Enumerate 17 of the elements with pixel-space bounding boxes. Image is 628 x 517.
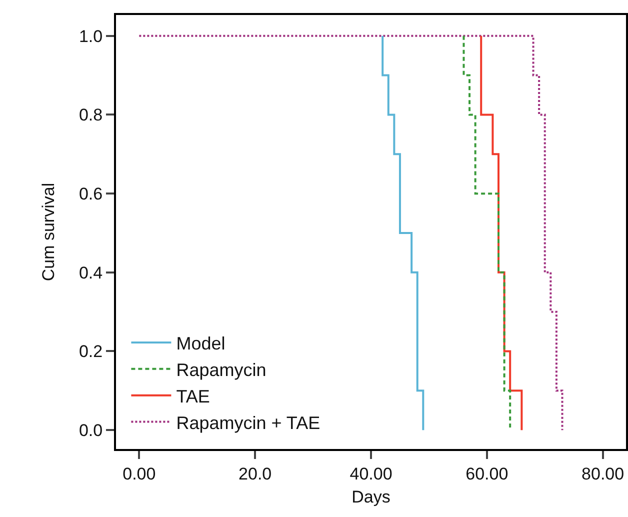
x-tick-label: 40.00	[350, 464, 392, 484]
legend-label: Rapamycin	[176, 360, 266, 380]
x-axis-title: Days	[352, 487, 390, 506]
legend-label: Rapamycin + TAE	[176, 412, 320, 433]
x-tick-label: 80.00	[582, 464, 624, 484]
x-tick-label: 60.00	[466, 464, 508, 484]
legend-label: TAE	[176, 386, 210, 406]
y-tick-label: 0.8	[78, 106, 103, 125]
y-tick-label: 1.0	[78, 26, 103, 46]
legend-label: Model	[176, 334, 226, 354]
y-axis-title: Cum survival	[39, 182, 58, 282]
y-tick-label: 0.6	[78, 184, 103, 204]
y-tick-label: 0.0	[78, 421, 103, 440]
y-tick-label: 0.2	[78, 342, 103, 362]
x-tick-label: 0.00	[122, 464, 156, 484]
y-tick-label: 0.4	[78, 263, 103, 282]
x-tick-label: 20.0	[238, 464, 272, 484]
